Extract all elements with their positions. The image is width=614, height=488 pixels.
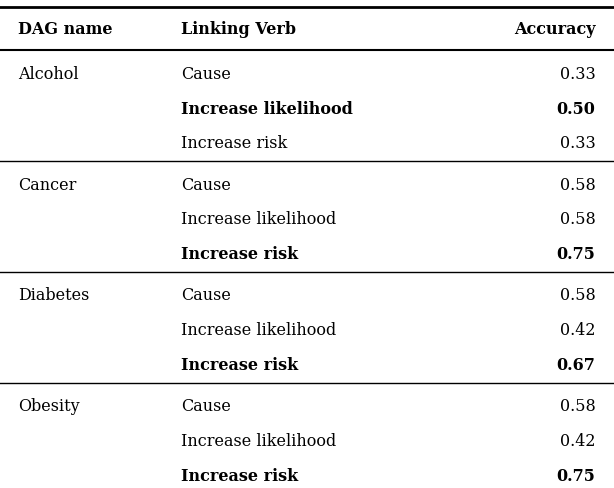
Text: DAG name: DAG name [18,21,113,38]
Text: Linking Verb: Linking Verb [181,21,296,38]
Text: Obesity: Obesity [18,398,80,415]
Text: 0.33: 0.33 [560,135,596,152]
Text: Cause: Cause [181,287,231,305]
Text: 0.42: 0.42 [560,433,596,450]
Text: Cause: Cause [181,398,231,415]
Text: Increase likelihood: Increase likelihood [181,211,336,228]
Text: 0.67: 0.67 [557,357,596,374]
Text: 0.50: 0.50 [557,101,596,118]
Text: Cause: Cause [181,66,231,83]
Text: Increase risk: Increase risk [181,357,298,374]
Text: Accuracy: Accuracy [514,21,596,38]
Text: Diabetes: Diabetes [18,287,90,305]
Text: Increase risk: Increase risk [181,135,287,152]
Text: 0.58: 0.58 [560,211,596,228]
Text: Alcohol: Alcohol [18,66,79,83]
Text: Increase likelihood: Increase likelihood [181,322,336,339]
Text: 0.42: 0.42 [560,322,596,339]
Text: 0.75: 0.75 [557,468,596,485]
Text: 0.75: 0.75 [557,246,596,263]
Text: 0.58: 0.58 [560,177,596,194]
Text: Increase likelihood: Increase likelihood [181,433,336,450]
Text: 0.58: 0.58 [560,398,596,415]
Text: Cancer: Cancer [18,177,77,194]
Text: Increase risk: Increase risk [181,468,298,485]
Text: Cause: Cause [181,177,231,194]
Text: 0.33: 0.33 [560,66,596,83]
Text: Increase likelihood: Increase likelihood [181,101,353,118]
Text: 0.58: 0.58 [560,287,596,305]
Text: Increase risk: Increase risk [181,246,298,263]
